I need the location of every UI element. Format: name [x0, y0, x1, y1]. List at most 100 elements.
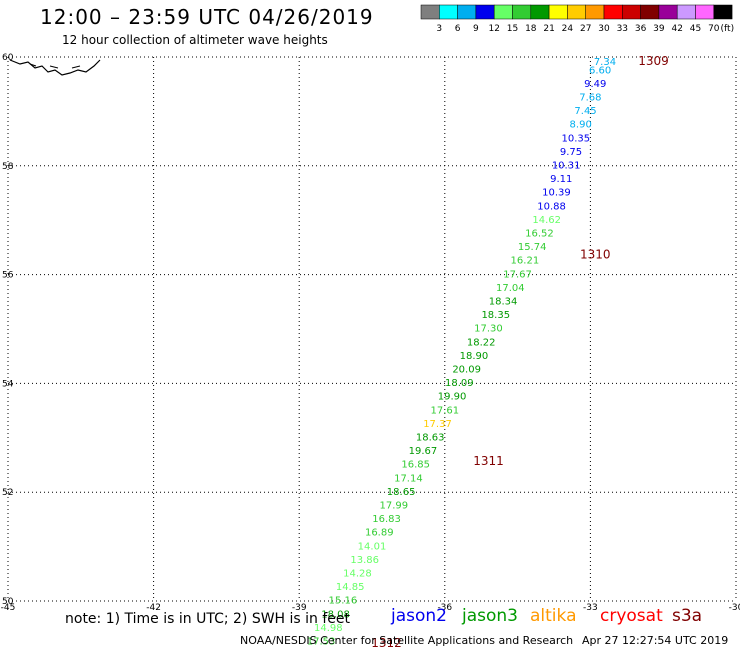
legend-label: 27 [580, 24, 591, 34]
legend-label: 42 [671, 24, 682, 34]
chart-title: 12:00 – 23:59 UTC 04/26/2019 [40, 5, 374, 29]
x-tick-label: -33 [583, 603, 598, 613]
x-tick-label: -42 [146, 603, 161, 613]
legend-label: 30 [598, 24, 610, 34]
pass-label: 1310 [580, 247, 611, 261]
legend-swatch [603, 4, 623, 20]
data-point-label: 18.22 [467, 337, 496, 348]
data-point-label: 14.01 [358, 541, 387, 552]
legend-swatch [530, 4, 550, 20]
data-point-label: 9.49 [584, 79, 606, 90]
data-point-label: 18.08 [321, 609, 350, 620]
data-point-label: 18.90 [460, 351, 489, 362]
data-point-label: 7.45 [574, 106, 596, 117]
mission-jason3: jason3 [462, 606, 518, 626]
x-tick-label: -39 [292, 603, 307, 613]
legend-swatch [622, 4, 641, 20]
legend-label: 33 [617, 24, 628, 34]
legend-label: 18 [525, 24, 537, 34]
legend-label: 9 [473, 24, 479, 34]
data-point-label: 7.34 [594, 57, 616, 68]
pass-label: 1311 [473, 454, 504, 468]
pass-label: 1312 [371, 636, 402, 650]
timestamp-text: Apr 27 12:27:54 UTC 2019 [582, 634, 729, 647]
legend-label: 70 [708, 24, 720, 34]
y-tick-label: 58 [2, 162, 14, 172]
legend-swatch [676, 4, 696, 20]
data-point-label: 7.68 [579, 93, 601, 104]
data-point-label: 18.65 [387, 487, 416, 498]
data-point-label: 10.39 [542, 188, 571, 199]
data-point-label: 18.35 [481, 310, 510, 321]
grid [7, 56, 737, 602]
data-point-label: 8.90 [570, 120, 592, 131]
y-tick-label: 60 [2, 53, 14, 63]
coastline [9, 59, 101, 76]
data-point-label: 17.67 [503, 269, 532, 280]
data-point-label: 18.34 [489, 297, 518, 308]
legend-label: 39 [653, 24, 665, 34]
legend-swatch [567, 4, 586, 20]
mission-s3a: s3a [672, 606, 703, 626]
data-point-label: 17.53 [307, 637, 336, 648]
data-point-label: 17.04 [496, 283, 525, 294]
legend-swatch [640, 4, 660, 20]
data-point-label: 9.75 [560, 147, 582, 158]
data-point-label: 16.52 [525, 229, 554, 240]
y-tick-label: 52 [2, 488, 13, 498]
data-point-label: 14.62 [532, 215, 561, 226]
legend-swatch [713, 4, 733, 20]
data-point-label: 14.98 [314, 623, 343, 634]
data-point-label: 16.21 [511, 256, 540, 267]
mission-jason2: jason2 [391, 606, 447, 626]
legend-label: 21 [543, 24, 554, 34]
legend-swatch [512, 4, 532, 20]
data-point-label: 13.86 [350, 555, 379, 566]
y-tick-label: 54 [2, 379, 14, 389]
legend-swatch [475, 4, 495, 20]
data-point-label: 16.83 [372, 514, 401, 525]
legend-label: 12 [488, 24, 499, 34]
footer-note: note: 1) Time is in UTC; 2) SWH is in fe… [65, 611, 351, 627]
data-point-label: 14.85 [336, 582, 365, 593]
data-point-label: 20.09 [452, 365, 481, 376]
mission-cryosat: cryosat [600, 606, 663, 626]
y-tick-label: 50 [2, 597, 14, 607]
data-point-label: 17.99 [380, 501, 409, 512]
y-tick-label: 56 [2, 271, 14, 281]
pass-labels: 1309 1310 1311 1312 [371, 54, 668, 650]
data-point-label: 18.09 [445, 378, 474, 389]
data-point-label: 14.28 [343, 569, 372, 580]
legend-swatch [439, 4, 458, 20]
legend-label: 3 [436, 24, 442, 34]
data-point-label: 9.11 [550, 174, 572, 185]
legend-swatch [585, 4, 605, 20]
legend-swatch [695, 4, 715, 20]
legend-swatch [548, 4, 568, 20]
data-point-label: 10.31 [552, 161, 581, 172]
legend-swatch [457, 4, 477, 20]
legend-label: 6 [455, 24, 461, 34]
legend-label: 45 [690, 24, 701, 34]
data-point-label: 16.85 [401, 460, 430, 471]
legend-swatch [493, 4, 513, 20]
data-point-label: 17.61 [430, 405, 459, 416]
data-point-label: 18.63 [416, 433, 445, 444]
x-tick-label: -45 [1, 603, 16, 613]
data-point-label: 15.16 [329, 596, 358, 607]
data-point-label: 17.37 [423, 419, 452, 430]
legend-label: 24 [562, 24, 574, 34]
data-point-label: 19.90 [438, 392, 467, 403]
pass-label: 1309 [638, 54, 669, 68]
legend-swatch [420, 4, 440, 20]
data-point-label: 10.88 [537, 201, 566, 212]
data-point-label: 15.74 [518, 242, 547, 253]
data-point-label: 19.67 [409, 446, 438, 457]
credit-text: NOAA/NESDIS Center for Satellite Applica… [240, 634, 574, 647]
legend-label: 36 [635, 24, 647, 34]
data-point-label: 6.60 [589, 65, 611, 76]
data-point-label: 16.89 [365, 528, 394, 539]
chart-subtitle: 12 hour collection of altimeter wave hei… [62, 33, 328, 47]
legend-unit: (ft) [721, 24, 735, 34]
